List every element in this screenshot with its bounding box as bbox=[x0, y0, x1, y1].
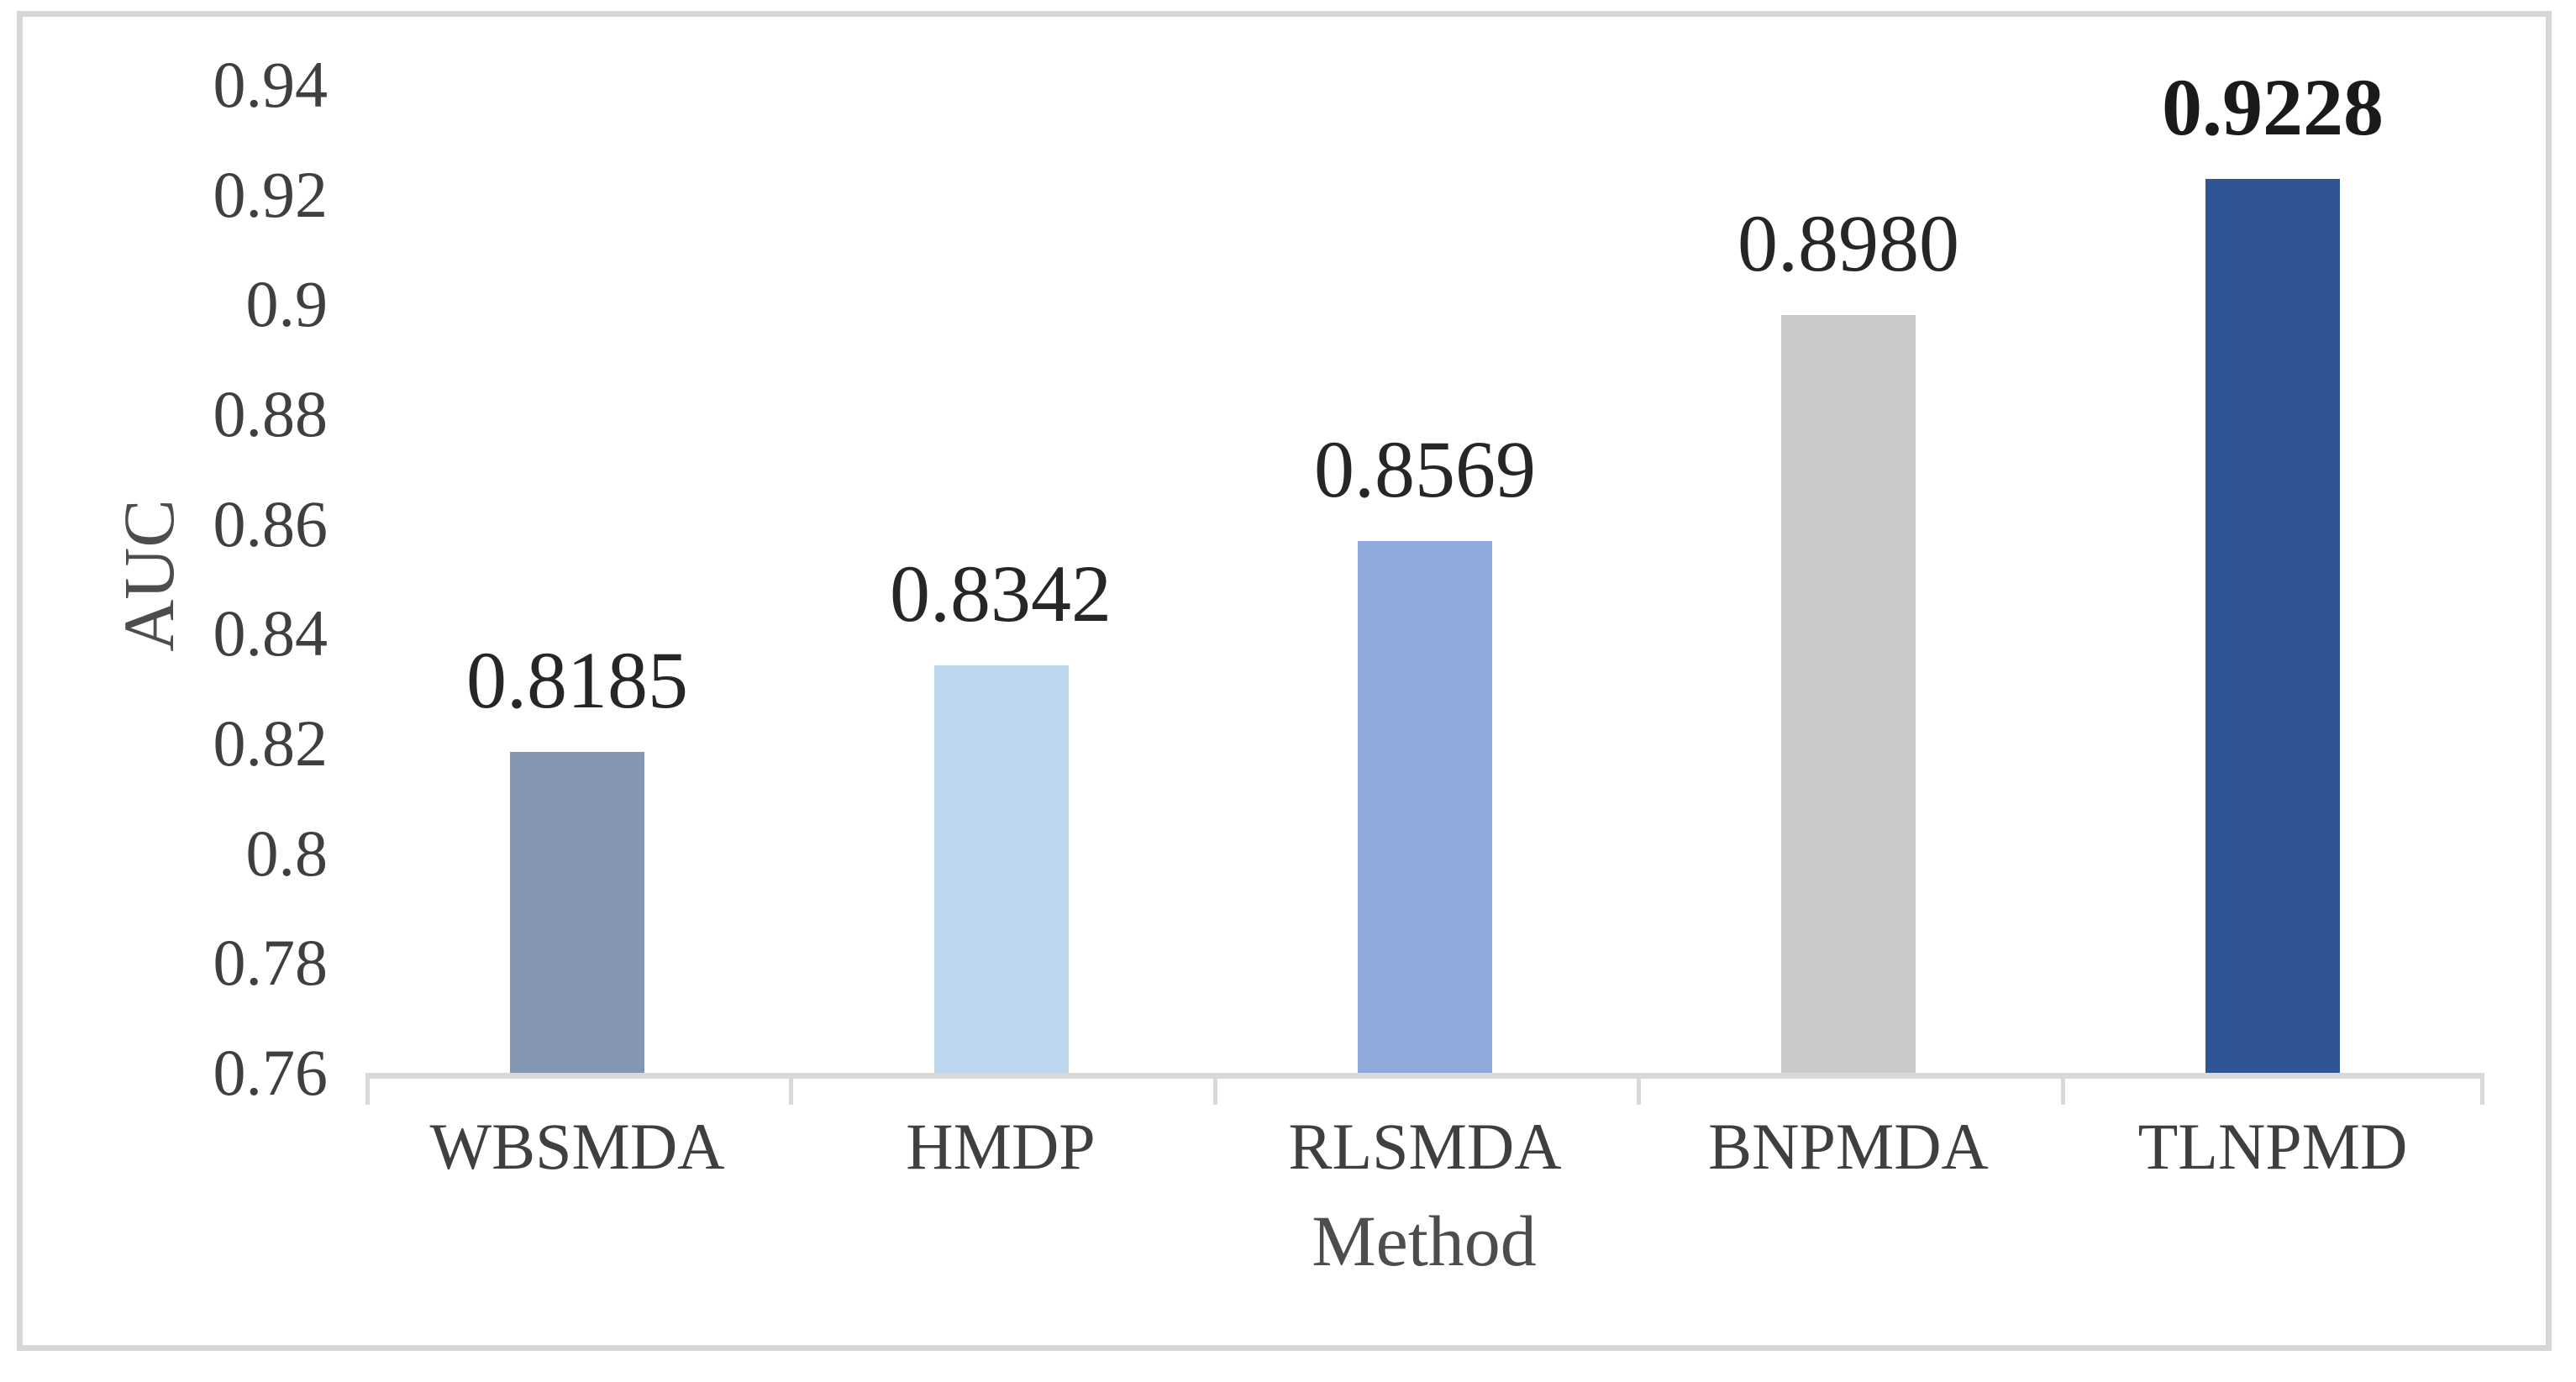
value-label-hmdp: 0.8342 bbox=[890, 549, 1112, 638]
y-tick-label-0.92: 0.92 bbox=[213, 157, 329, 231]
y-tick-label-0.82: 0.82 bbox=[213, 707, 329, 780]
value-label-rlsmda: 0.8569 bbox=[1314, 424, 1536, 514]
category-label-hmdp: HMDP bbox=[906, 1110, 1096, 1183]
bar-rlsmda bbox=[1358, 541, 1492, 1073]
category-label-rlsmda: RLSMDA bbox=[1288, 1110, 1562, 1183]
value-label-bnpmda: 0.8980 bbox=[1737, 198, 1959, 288]
bar-bnpmda bbox=[1781, 315, 1916, 1073]
bar-hmdp bbox=[934, 665, 1069, 1073]
value-label-wbsmda: 0.8185 bbox=[466, 635, 688, 725]
y-tick-label-0.9: 0.9 bbox=[245, 267, 329, 341]
x-axis-tick-mark bbox=[1637, 1073, 1641, 1105]
bar-wbsmda bbox=[510, 752, 644, 1073]
x-axis-line bbox=[365, 1073, 2484, 1079]
x-axis-tick-mark bbox=[789, 1073, 793, 1105]
x-axis-tick-mark bbox=[2480, 1073, 2484, 1105]
x-axis-tick-mark bbox=[365, 1073, 370, 1105]
y-tick-label-0.78: 0.78 bbox=[213, 926, 329, 1000]
y-tick-label-0.84: 0.84 bbox=[213, 596, 329, 670]
category-label-tlnpmd: TLNPMD bbox=[2137, 1110, 2408, 1183]
category-label-wbsmda: WBSMDA bbox=[429, 1110, 725, 1183]
y-tick-label-0.86: 0.86 bbox=[213, 486, 329, 560]
category-label-bnpmda: BNPMDA bbox=[1708, 1110, 1989, 1183]
y-tick-label-0.94: 0.94 bbox=[213, 48, 329, 121]
y-tick-label-0.76: 0.76 bbox=[213, 1036, 329, 1109]
x-axis-title: Method bbox=[1312, 1201, 1537, 1281]
y-tick-label-0.8: 0.8 bbox=[245, 816, 329, 890]
bar-tlnpmd bbox=[2205, 179, 2340, 1073]
value-label-tlnpmd: 0.9228 bbox=[2162, 62, 2384, 152]
y-tick-label-0.88: 0.88 bbox=[213, 377, 329, 450]
x-axis-tick-mark bbox=[2061, 1073, 2065, 1105]
chart-frame bbox=[17, 11, 2552, 1351]
x-axis-tick-mark bbox=[1213, 1073, 1217, 1105]
